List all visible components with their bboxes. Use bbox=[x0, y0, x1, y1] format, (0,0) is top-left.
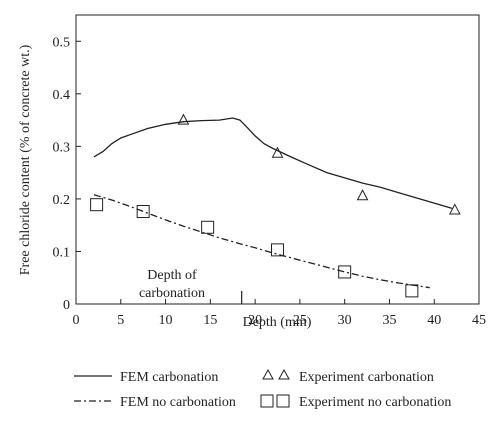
triangle-data-point bbox=[177, 113, 190, 125]
legend-label: Experiment no carbonation bbox=[299, 395, 451, 410]
series-fem-carbonation bbox=[93, 117, 453, 210]
x-tick-label: 40 bbox=[427, 313, 441, 328]
x-tick-label: 5 bbox=[117, 313, 124, 328]
y-tick-label: 0.3 bbox=[53, 140, 71, 155]
square-data-point bbox=[338, 265, 352, 279]
x-tick-label: 30 bbox=[338, 313, 352, 328]
x-tick-label: 25 bbox=[293, 313, 307, 328]
triangle-data-point bbox=[448, 203, 461, 215]
square-data-point bbox=[271, 243, 284, 257]
x-tick-label: 15 bbox=[203, 313, 217, 328]
legend-label: FEM carbonation bbox=[120, 370, 218, 385]
series-experiment-carbonation bbox=[177, 113, 461, 215]
x-tick-label: 20 bbox=[248, 313, 262, 328]
x-tick-label: 0 bbox=[73, 313, 80, 328]
legend: FEM carbonation FEM no carbonation Exper… bbox=[74, 368, 451, 410]
legend-item-experiment-no-carbonation: Experiment no carbonation bbox=[260, 394, 451, 410]
y-tick-label: 0.4 bbox=[53, 88, 71, 103]
x-axis-ticks: 0 5 10 15 20 25 30 35 40 45 bbox=[73, 299, 486, 328]
square-data-point bbox=[90, 198, 104, 212]
annotation-line-1: Depth of bbox=[147, 268, 197, 283]
triangle-data-point bbox=[356, 189, 369, 201]
series-line bbox=[93, 117, 453, 210]
triangle-data-point bbox=[271, 146, 284, 158]
x-tick-label: 45 bbox=[472, 313, 486, 328]
y-tick-label: 0.1 bbox=[53, 245, 71, 260]
square-marker-icon bbox=[276, 394, 290, 408]
legend-label: Experiment carbonation bbox=[299, 370, 434, 385]
series-line bbox=[93, 194, 430, 289]
plot-frame bbox=[75, 14, 480, 305]
legend-label: FEM no carbonation bbox=[120, 395, 236, 410]
x-tick-label: 35 bbox=[382, 313, 396, 328]
x-tick-label: 10 bbox=[159, 313, 173, 328]
triangle-marker-icon bbox=[278, 368, 290, 380]
square-data-point bbox=[405, 284, 419, 298]
square-marker-icon bbox=[260, 394, 274, 408]
square-data-point bbox=[136, 205, 150, 219]
series-layer bbox=[90, 113, 461, 298]
y-tick-label: 0.5 bbox=[53, 35, 71, 50]
y-axis-ticks: 0 0.1 0.2 0.3 0.4 0.5 bbox=[53, 35, 81, 313]
depth-of-carbonation-annotation: Depth of carbonation bbox=[139, 268, 243, 304]
triangle-marker-icon bbox=[262, 368, 274, 380]
series-fem-no-carbonation bbox=[93, 194, 430, 289]
y-axis-label: Free chloride content (% of concrete wt.… bbox=[18, 44, 33, 275]
legend-item-fem-carbonation: FEM carbonation bbox=[74, 370, 218, 385]
legend-item-fem-no-carbonation: FEM no carbonation bbox=[74, 395, 236, 410]
square-data-point bbox=[201, 220, 215, 234]
legend-item-experiment-carbonation: Experiment carbonation bbox=[262, 368, 434, 385]
x-axis-label: Depth (mm) bbox=[243, 315, 312, 330]
series-experiment-no-carbonation bbox=[90, 198, 419, 298]
y-tick-label: 0 bbox=[63, 298, 70, 313]
annotation-line-2: carbonation bbox=[139, 286, 205, 301]
y-tick-label: 0.2 bbox=[53, 193, 71, 208]
